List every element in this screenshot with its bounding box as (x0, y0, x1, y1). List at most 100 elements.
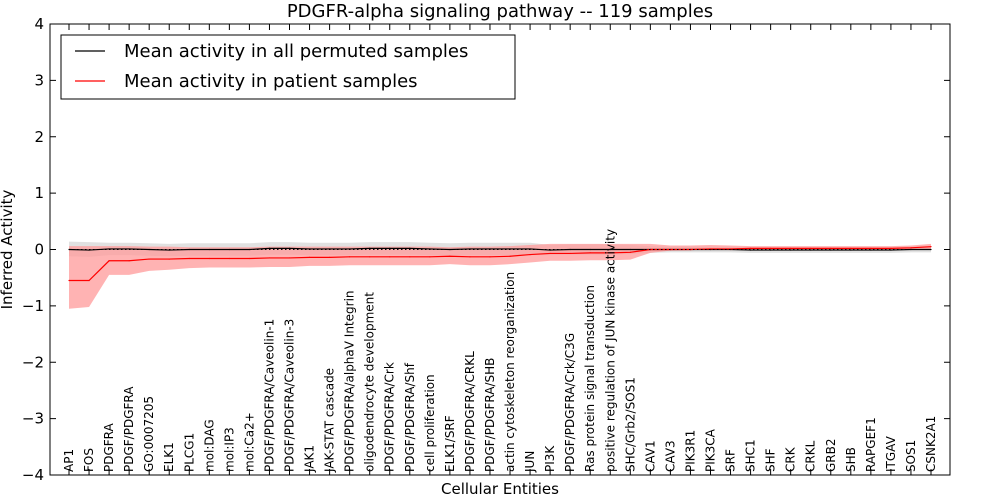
patient-point-21 (489, 256, 491, 258)
patient-point-23 (529, 253, 531, 256)
x-category-label: CAV1 (643, 440, 657, 472)
patient-point-26 (589, 252, 591, 254)
x-category-label: PDGF/PDGFRA/Caveolin-3 (283, 319, 297, 472)
x-category-label: PDGF/PDGFRA/SHB (483, 358, 497, 472)
patient-point-28 (629, 251, 631, 253)
patient-point-8 (228, 257, 230, 260)
x-category-label: ELK1/SRF (443, 415, 457, 472)
x-category-label: PLCG1 (182, 433, 196, 472)
y-axis: 4 3 2 1 0 −1 −2 −3 −4 (22, 15, 950, 484)
x-category-label: PIK3CA (703, 428, 717, 472)
x-category-label: CAV3 (663, 440, 677, 472)
confidence-bands (69, 241, 931, 309)
patient-point-12 (308, 256, 311, 258)
permuted-point-15 (369, 247, 371, 249)
x-category-label: GO:0007205 (142, 396, 156, 472)
y-tick-label: 0 (34, 241, 44, 259)
x-category-label: actin cytoskeleton reorganization (503, 272, 517, 472)
x-category-label: JAK1 (303, 445, 317, 473)
patient-point-37 (810, 247, 812, 249)
x-category-label: PI3K (543, 445, 557, 472)
x-category-label: Ras protein signal transduction (583, 285, 597, 472)
y-tick-label: 2 (34, 128, 44, 146)
patient-point-5 (168, 258, 170, 260)
x-category-label: PDGF/PDGFRA/Crk (383, 362, 397, 472)
patient-point-11 (288, 257, 291, 259)
y-axis-label: Inferred Activity (0, 189, 16, 309)
patient-point-20 (469, 256, 471, 258)
x-category-label: PDGF/PDGFRA/Shf (403, 362, 417, 472)
patient-point-34 (749, 247, 752, 249)
x-category-label: ITGAV (884, 435, 898, 472)
series-lines (68, 246, 932, 282)
x-category-label: PDGF/PDGFRA (122, 386, 136, 472)
patient-point-16 (389, 256, 391, 258)
x-axis-label: Cellular Entities (441, 480, 559, 498)
x-category-label: positive regulation of JUN kinase activi… (603, 229, 617, 472)
patient-point-38 (830, 247, 832, 249)
patient-point-27 (609, 252, 611, 254)
patient-point-17 (409, 256, 411, 258)
x-category-label: CRKL (804, 440, 818, 472)
y-tick-label: −2 (22, 353, 44, 371)
x-category-label: SHC/Grb2/SOS1 (623, 377, 637, 472)
permuted-point-11 (288, 247, 291, 249)
x-category-label: PDGFRA (102, 422, 116, 472)
permuted-point-39 (850, 249, 852, 251)
legend-label-patient: Mean activity in patient samples (124, 71, 418, 92)
x-category-label: RAPGEF1 (864, 417, 878, 472)
x-category-label: mol:DAG (202, 419, 216, 472)
patient-point-6 (188, 257, 190, 260)
patient-point-1 (88, 279, 90, 282)
y-tick-label: 1 (34, 184, 44, 202)
permuted-mean-line (68, 247, 931, 251)
patient-point-18 (429, 256, 431, 258)
patient-point-42 (910, 247, 912, 249)
patient-point-40 (870, 247, 872, 249)
x-category-label: SRF (724, 449, 738, 472)
x-category-label: PDGF/PDGFRA/Caveolin-1 (262, 319, 276, 472)
x-category-label: JAK-STAT cascade (323, 368, 337, 473)
patient-point-0 (68, 279, 70, 282)
patient-point-14 (349, 256, 351, 258)
permuted-point-17 (409, 247, 411, 249)
patient-point-41 (890, 247, 892, 249)
x-category-label: mol:IP3 (222, 427, 236, 472)
y-tick-label: −1 (22, 297, 44, 315)
x-category-label: AP1 (62, 449, 76, 472)
patient-point-25 (569, 252, 571, 255)
patient-point-22 (509, 255, 511, 257)
patient-point-43 (930, 246, 932, 248)
x-category-label: CSNK2A1 (924, 416, 938, 472)
x-category-label: JUN (523, 451, 537, 473)
x-category-label: oligodendrocyte development (363, 292, 377, 472)
patient-point-36 (790, 247, 792, 249)
y-tick-label: −3 (22, 410, 44, 428)
permuted-point-10 (268, 247, 271, 249)
patient-point-39 (850, 247, 852, 249)
patient-point-13 (329, 256, 331, 258)
x-category-label: GRB2 (824, 438, 838, 472)
patient-point-7 (208, 257, 210, 260)
patient-point-24 (549, 252, 551, 255)
patient-point-10 (268, 257, 271, 259)
x-category-label: PDGF/PDGFRA/alphaV Integrin (343, 290, 357, 472)
chart-title: PDGFR-alpha signaling pathway -- 119 sam… (287, 1, 713, 22)
legend-label-permuted: Mean activity in all permuted samples (124, 41, 468, 62)
permuted-point-40 (870, 249, 872, 251)
x-category-label: SHB (844, 447, 858, 472)
y-tick-label: 3 (34, 71, 44, 89)
x-category-label: SHC1 (744, 439, 758, 472)
permuted-point-16 (389, 247, 391, 249)
x-category-label: CRK (784, 446, 798, 472)
legend: Mean activity in all permuted samples Me… (60, 34, 516, 100)
patient-point-4 (148, 258, 150, 260)
x-category-label: PIK3R1 (683, 430, 697, 472)
patient-mean-line (69, 246, 932, 282)
x-category-label: mol:Ca2+ (242, 412, 256, 472)
patient-point-19 (449, 255, 451, 257)
patient-point-35 (770, 247, 772, 249)
patient-point-2 (108, 260, 110, 262)
x-category-label: PDGF/PDGFRA/CRKL (463, 351, 477, 472)
